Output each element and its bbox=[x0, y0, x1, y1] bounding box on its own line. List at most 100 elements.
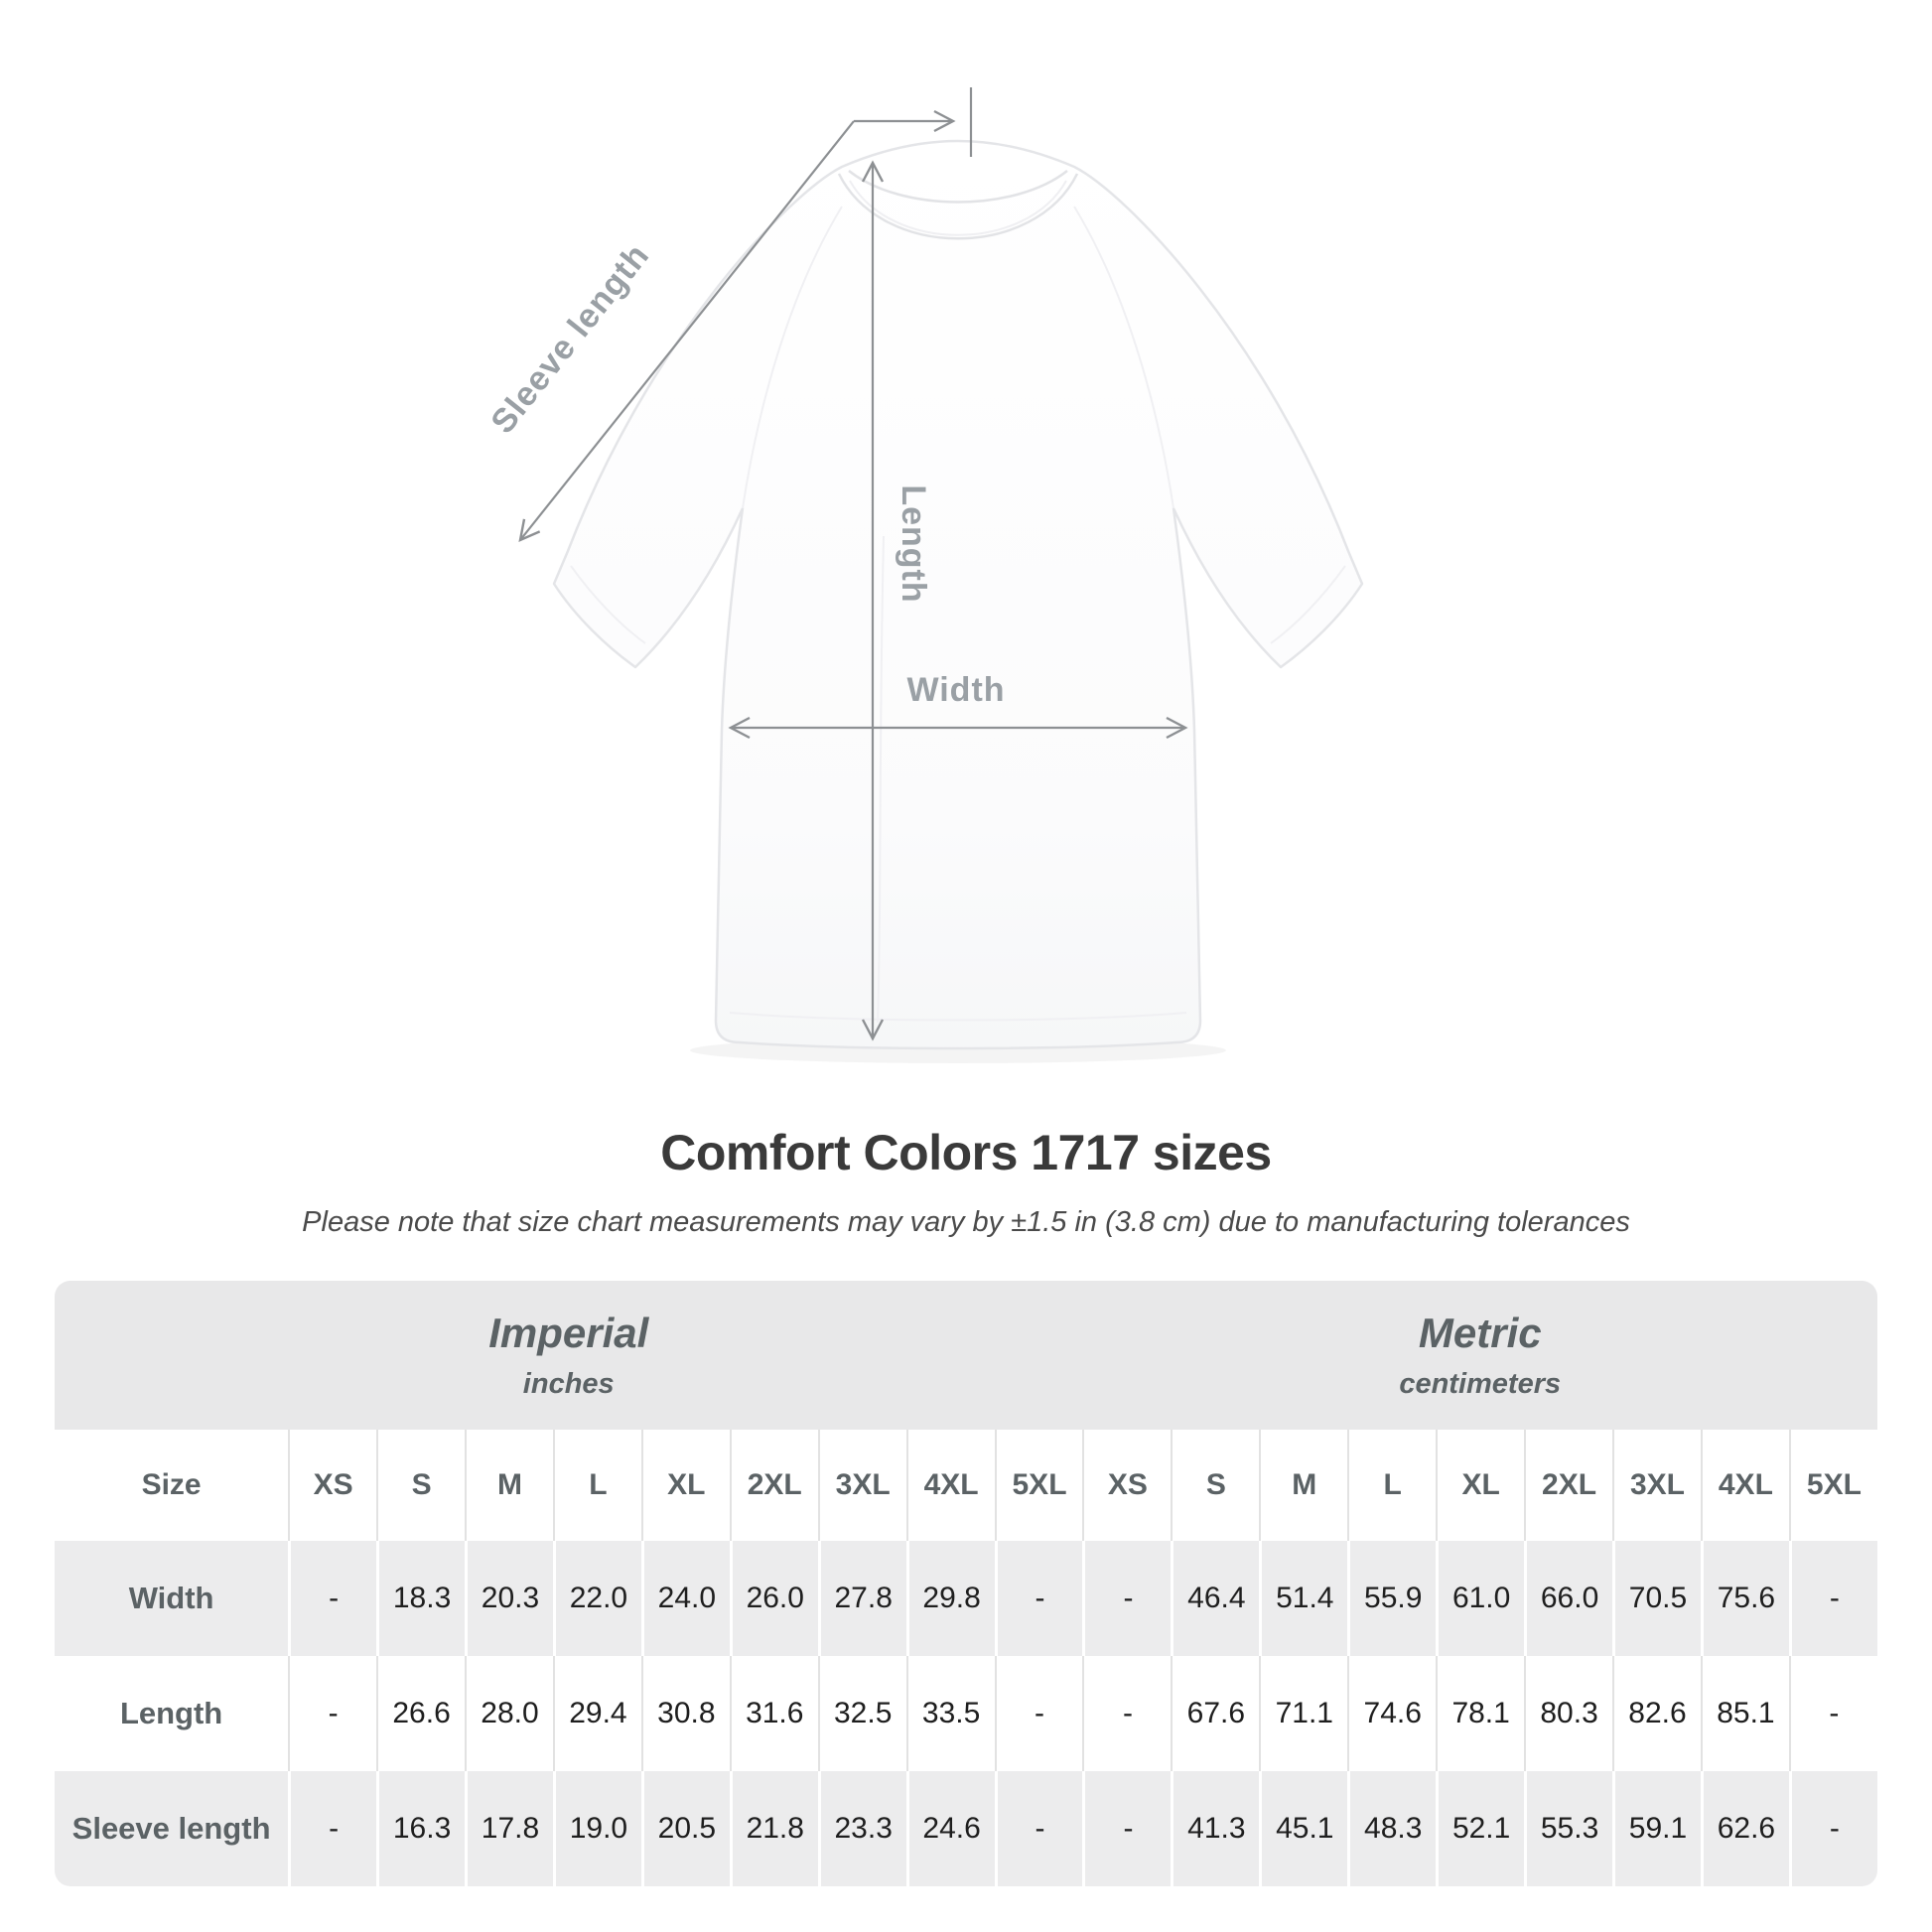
tolerance-note: Please note that size chart measurements… bbox=[302, 1206, 1630, 1238]
size-header-cell: L bbox=[552, 1430, 641, 1541]
sleeve-imperial-cell: - bbox=[288, 1771, 377, 1886]
size-header-cell: M bbox=[1259, 1430, 1348, 1541]
length-metric-cell: 80.3 bbox=[1524, 1656, 1613, 1771]
metric-header: Metric centimeters bbox=[1082, 1281, 1877, 1430]
length-metric-cell: - bbox=[1788, 1656, 1877, 1771]
size-header-cell: M bbox=[465, 1430, 553, 1541]
size-column-header: Size bbox=[55, 1430, 289, 1541]
length-row: Length -26.6 28.0 29.4 30.8 31.6 32.5 33.5- -6… bbox=[55, 1656, 1877, 1771]
size-header-cell: S bbox=[1171, 1430, 1260, 1541]
sleeve-metric-cell: 62.6 bbox=[1700, 1771, 1789, 1886]
width-metric-cell: 46.4 bbox=[1171, 1541, 1260, 1656]
size-table: Imperial inches Metric centimeters Size … bbox=[55, 1281, 1877, 1886]
length-imperial-cell: 32.5 bbox=[817, 1656, 906, 1771]
width-label: Width bbox=[906, 671, 1005, 709]
imperial-units: inches bbox=[522, 1367, 615, 1400]
size-header-cell: 5XL bbox=[1788, 1430, 1877, 1541]
size-header-cell: XL bbox=[1436, 1430, 1525, 1541]
width-imperial-cell: 22.0 bbox=[552, 1541, 641, 1656]
sleeve-metric-cell: 45.1 bbox=[1259, 1771, 1348, 1886]
length-imperial-cell: - bbox=[288, 1656, 377, 1771]
shirt-body bbox=[552, 139, 1364, 1050]
width-metric-cell: 61.0 bbox=[1436, 1541, 1525, 1656]
width-row-label: Width bbox=[55, 1541, 289, 1656]
length-imperial-cell: 29.4 bbox=[552, 1656, 641, 1771]
length-metric-cell: 85.1 bbox=[1700, 1656, 1789, 1771]
width-row: Width -18.3 20.3 22.0 24.0 26.0 27.8 29.8- -46… bbox=[55, 1541, 1877, 1656]
sleeve-length-label: Sleeve length bbox=[483, 236, 656, 440]
width-imperial-cell: 29.8 bbox=[905, 1541, 995, 1656]
size-header-cell: XL bbox=[640, 1430, 730, 1541]
size-header-cell: S bbox=[376, 1430, 466, 1541]
sleeve-length-line bbox=[518, 120, 855, 543]
size-header-row: Size XS S M L XL 2XL 3XL 4XL 5XL XS S M L XL 2XL 3XL 4X… bbox=[55, 1430, 1877, 1541]
width-imperial-cell: 24.0 bbox=[640, 1541, 730, 1656]
width-imperial-cell: - bbox=[994, 1541, 1083, 1656]
sleeve-metric-cell: 59.1 bbox=[1612, 1771, 1701, 1886]
length-imperial-cell: - bbox=[994, 1656, 1083, 1771]
sleeve-metric-cell: 55.3 bbox=[1524, 1771, 1613, 1886]
length-imperial-cell: 28.0 bbox=[465, 1656, 553, 1771]
width-metric-cell: 51.4 bbox=[1259, 1541, 1348, 1656]
tshirt-graphic: Sleeve length Length Width bbox=[483, 87, 1364, 1063]
sleeve-imperial-cell: 23.3 bbox=[817, 1771, 906, 1886]
width-metric-cell: - bbox=[1082, 1541, 1172, 1656]
size-table-container: Imperial inches Metric centimeters Size … bbox=[55, 1281, 1877, 1886]
sleeve-metric-cell: 48.3 bbox=[1347, 1771, 1437, 1886]
tshirt-measurement-diagram: Sleeve length Length Width bbox=[483, 87, 1364, 1063]
length-metric-cell: 82.6 bbox=[1612, 1656, 1701, 1771]
length-metric-cell: 78.1 bbox=[1436, 1656, 1525, 1771]
size-header-cell: 3XL bbox=[1612, 1430, 1701, 1541]
width-imperial-cell: 18.3 bbox=[376, 1541, 466, 1656]
unit-group-header-row: Imperial inches Metric centimeters bbox=[55, 1281, 1877, 1430]
sleeve-imperial-cell: 19.0 bbox=[552, 1771, 641, 1886]
length-label: Length bbox=[895, 484, 932, 603]
width-metric-cell: 66.0 bbox=[1524, 1541, 1613, 1656]
width-metric-cell: - bbox=[1788, 1541, 1877, 1656]
size-header-cell: 4XL bbox=[1700, 1430, 1789, 1541]
sleeve-metric-cell: 41.3 bbox=[1171, 1771, 1260, 1886]
sleeve-metric-cell: 52.1 bbox=[1436, 1771, 1525, 1886]
width-imperial-cell: 20.3 bbox=[465, 1541, 553, 1656]
imperial-label: Imperial bbox=[488, 1309, 649, 1356]
width-imperial-cell: 27.8 bbox=[817, 1541, 906, 1656]
length-metric-cell: - bbox=[1082, 1656, 1172, 1771]
width-imperial-cell: 26.0 bbox=[729, 1541, 818, 1656]
sleeve-row-label: Sleeve length bbox=[55, 1771, 289, 1886]
length-metric-cell: 71.1 bbox=[1259, 1656, 1348, 1771]
sleeve-metric-cell: - bbox=[1788, 1771, 1877, 1886]
width-metric-cell: 70.5 bbox=[1612, 1541, 1701, 1656]
sleeve-imperial-cell: 24.6 bbox=[905, 1771, 995, 1886]
sleeve-imperial-cell: 21.8 bbox=[729, 1771, 818, 1886]
size-header-cell: L bbox=[1347, 1430, 1437, 1541]
size-header-cell: XS bbox=[1082, 1430, 1172, 1541]
sleeve-imperial-cell: - bbox=[994, 1771, 1083, 1886]
length-imperial-cell: 30.8 bbox=[640, 1656, 730, 1771]
size-header-cell: 5XL bbox=[994, 1430, 1083, 1541]
sleeve-imperial-cell: 17.8 bbox=[465, 1771, 553, 1886]
imperial-header: Imperial inches bbox=[55, 1281, 1083, 1430]
sleeve-length-row: Sleeve length -16.3 17.8 19.0 20.5 21.8 23.3 2… bbox=[55, 1771, 1877, 1886]
size-header-cell: XS bbox=[288, 1430, 377, 1541]
sleeve-metric-cell: - bbox=[1082, 1771, 1172, 1886]
length-imperial-cell: 33.5 bbox=[905, 1656, 995, 1771]
width-imperial-cell: - bbox=[288, 1541, 377, 1656]
length-metric-cell: 74.6 bbox=[1347, 1656, 1437, 1771]
page-title: Comfort Colors 1717 sizes bbox=[660, 1125, 1272, 1180]
size-header-cell: 2XL bbox=[729, 1430, 818, 1541]
length-metric-cell: 67.6 bbox=[1171, 1656, 1260, 1771]
width-metric-cell: 75.6 bbox=[1700, 1541, 1789, 1656]
measurement-annotations bbox=[518, 87, 1188, 1041]
length-imperial-cell: 31.6 bbox=[729, 1656, 818, 1771]
size-header-cell: 2XL bbox=[1524, 1430, 1613, 1541]
length-imperial-cell: 26.6 bbox=[376, 1656, 466, 1771]
size-header-cell: 4XL bbox=[905, 1430, 995, 1541]
sleeve-imperial-cell: 16.3 bbox=[376, 1771, 466, 1886]
length-row-label: Length bbox=[55, 1656, 289, 1771]
metric-units: centimeters bbox=[1399, 1367, 1562, 1400]
metric-label: Metric bbox=[1418, 1309, 1542, 1356]
width-metric-cell: 55.9 bbox=[1347, 1541, 1437, 1656]
size-header-cell: 3XL bbox=[817, 1430, 906, 1541]
sleeve-imperial-cell: 20.5 bbox=[640, 1771, 730, 1886]
